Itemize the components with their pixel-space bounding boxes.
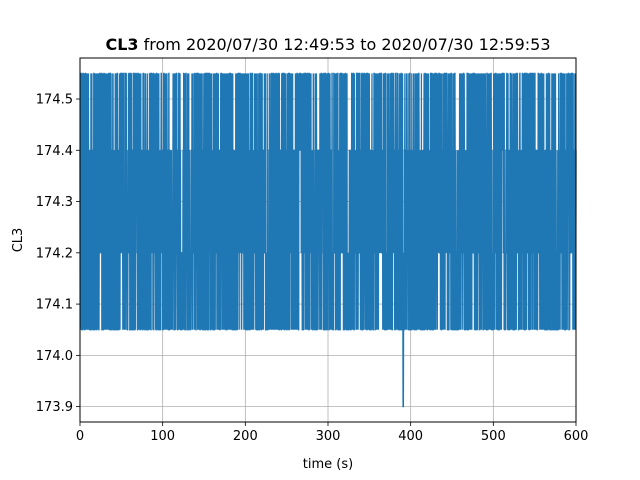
chart-title-rest: from 2020/07/30 12:49:53 to 2020/07/30 1… [139, 35, 551, 54]
chart-title-bold: CL3 [105, 35, 138, 54]
y-axis-label: CL3 [11, 228, 26, 253]
x-tick-label: 400 [398, 429, 423, 444]
y-axis: 173.9 174.0 174.1 174.2 174.3 174.4 174.5 [36, 93, 80, 415]
y-tick-label: 174.1 [36, 298, 73, 313]
x-tick-label: 0 [76, 429, 84, 444]
y-tick-label: 174.5 [36, 93, 73, 108]
x-tick-label: 500 [481, 429, 506, 444]
y-tick-label: 174.3 [36, 195, 73, 210]
chart-title: CL3 from 2020/07/30 12:49:53 to 2020/07/… [105, 35, 550, 54]
y-tick-label: 174.0 [36, 349, 73, 364]
x-axis: 0 100 200 300 400 500 600 [76, 422, 589, 444]
x-tick-label: 600 [564, 429, 589, 444]
y-tick-label: 174.4 [36, 144, 73, 159]
series-cl3 [79, 72, 577, 408]
x-tick-label: 100 [150, 429, 175, 444]
x-axis-label: time (s) [303, 457, 353, 472]
y-tick-label: 173.9 [36, 400, 73, 415]
y-tick-label: 174.2 [36, 246, 73, 261]
x-tick-label: 200 [233, 429, 258, 444]
series-line [79, 72, 577, 408]
x-tick-label: 300 [316, 429, 341, 444]
